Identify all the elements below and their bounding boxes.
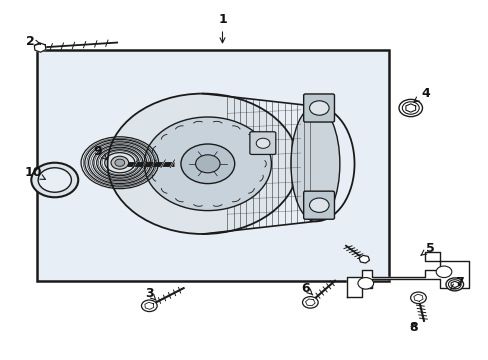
Circle shape bbox=[115, 159, 124, 166]
Circle shape bbox=[141, 300, 157, 311]
Text: 10: 10 bbox=[24, 166, 45, 179]
Polygon shape bbox=[34, 43, 46, 52]
Circle shape bbox=[435, 266, 451, 278]
Text: 9: 9 bbox=[93, 145, 107, 160]
Polygon shape bbox=[450, 281, 457, 288]
Text: 7: 7 bbox=[449, 276, 463, 289]
Circle shape bbox=[111, 156, 128, 169]
Circle shape bbox=[357, 278, 373, 289]
Circle shape bbox=[402, 102, 418, 114]
Circle shape bbox=[181, 144, 234, 184]
Text: 8: 8 bbox=[408, 321, 417, 334]
Circle shape bbox=[38, 168, 71, 192]
FancyBboxPatch shape bbox=[303, 191, 334, 219]
Text: 6: 6 bbox=[301, 282, 312, 295]
Polygon shape bbox=[358, 255, 369, 263]
Text: 2: 2 bbox=[26, 35, 41, 48]
Ellipse shape bbox=[290, 106, 339, 221]
Polygon shape bbox=[346, 252, 468, 297]
FancyBboxPatch shape bbox=[303, 94, 334, 122]
Text: 5: 5 bbox=[420, 242, 434, 255]
Circle shape bbox=[302, 297, 318, 308]
Circle shape bbox=[309, 101, 328, 115]
Circle shape bbox=[195, 155, 220, 173]
Circle shape bbox=[410, 292, 426, 303]
Circle shape bbox=[144, 117, 271, 211]
Circle shape bbox=[445, 278, 463, 291]
Bar bbox=[37, 50, 388, 281]
Circle shape bbox=[31, 163, 78, 197]
Polygon shape bbox=[405, 104, 415, 112]
Circle shape bbox=[447, 280, 460, 289]
Circle shape bbox=[107, 94, 298, 234]
Text: 3: 3 bbox=[144, 287, 156, 300]
Circle shape bbox=[398, 99, 422, 117]
Circle shape bbox=[309, 198, 328, 212]
Circle shape bbox=[256, 138, 269, 148]
Text: 1: 1 bbox=[218, 13, 226, 43]
Text: 4: 4 bbox=[413, 87, 429, 102]
FancyBboxPatch shape bbox=[249, 132, 275, 154]
